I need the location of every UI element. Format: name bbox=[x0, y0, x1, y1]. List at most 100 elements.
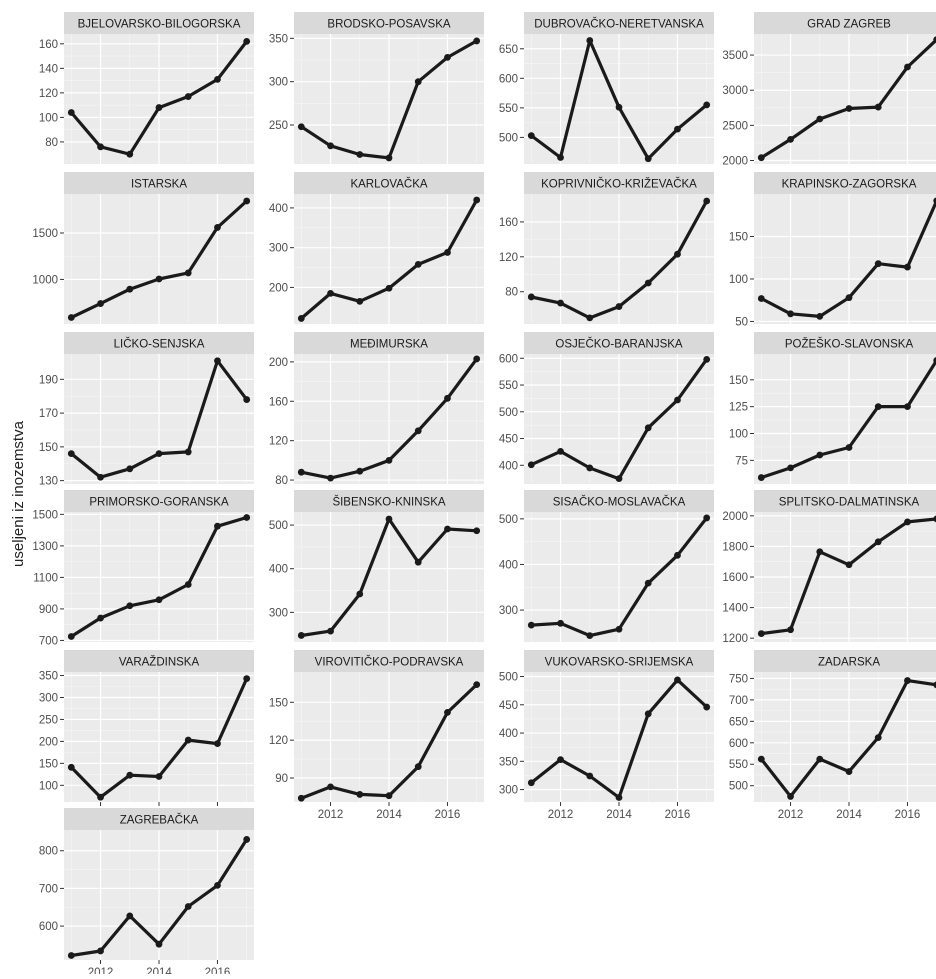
data-point bbox=[97, 614, 104, 622]
y-tick-label: 3500 bbox=[722, 50, 748, 62]
data-point bbox=[214, 740, 221, 747]
y-tick-label: 100 bbox=[729, 274, 748, 286]
y-tick-label: 1800 bbox=[722, 541, 748, 553]
data-point bbox=[874, 260, 882, 268]
y-tick-label: 600 bbox=[499, 73, 518, 85]
panel-medimurska: MEĐIMURSKA 80 120 160 200 bbox=[269, 332, 484, 487]
data-point bbox=[473, 681, 481, 689]
y-tick-label: 90 bbox=[275, 773, 288, 785]
y-tick-label: 450 bbox=[499, 700, 518, 712]
data-point bbox=[67, 952, 75, 959]
y-tick-label: 140 bbox=[39, 63, 58, 75]
data-point bbox=[243, 514, 251, 521]
data-point bbox=[703, 355, 711, 363]
data-point bbox=[703, 101, 711, 109]
data-point bbox=[757, 295, 765, 302]
panel-primorsko-goranska: PRIMORSKO-GORANSKA 700 900 1100 1300 1500 bbox=[32, 490, 254, 647]
x-tick-label: 2014 bbox=[376, 809, 402, 821]
y-tick-label: 500 bbox=[499, 672, 518, 684]
y-tick-label: 250 bbox=[269, 120, 288, 132]
panel-strip bbox=[294, 650, 484, 672]
data-point bbox=[126, 602, 134, 610]
y-tick-label: 200 bbox=[269, 282, 288, 294]
data-point bbox=[385, 456, 393, 464]
data-point bbox=[586, 314, 594, 322]
panel-strip bbox=[524, 332, 714, 354]
data-point bbox=[644, 155, 652, 163]
data-point bbox=[327, 783, 334, 791]
data-point bbox=[97, 300, 104, 307]
y-tick-label: 750 bbox=[729, 673, 748, 685]
data-point bbox=[184, 903, 192, 910]
panel-strip bbox=[754, 650, 936, 672]
y-tick-label: 120 bbox=[499, 252, 518, 264]
y-tick-label: 350 bbox=[269, 33, 288, 45]
data-point bbox=[644, 710, 652, 718]
y-tick-label: 400 bbox=[499, 559, 518, 571]
panel-strip bbox=[64, 12, 254, 34]
data-point bbox=[557, 154, 564, 161]
y-tick-label: 80 bbox=[45, 137, 58, 149]
y-tick-label: 700 bbox=[729, 695, 748, 707]
data-point bbox=[933, 197, 936, 205]
data-point bbox=[787, 310, 794, 318]
y-tick-label: 550 bbox=[499, 103, 518, 115]
data-point bbox=[126, 150, 134, 158]
data-point bbox=[816, 312, 824, 320]
data-point bbox=[184, 581, 192, 588]
y-tick-label: 75 bbox=[735, 455, 748, 467]
panel-strip bbox=[64, 650, 254, 672]
y-tick-label: 100 bbox=[39, 112, 58, 124]
y-tick-label: 2500 bbox=[722, 120, 748, 132]
data-point bbox=[356, 467, 364, 475]
data-point bbox=[243, 197, 251, 205]
data-point bbox=[243, 675, 251, 682]
panel-strip bbox=[64, 332, 254, 354]
data-point bbox=[674, 676, 681, 684]
panel-title: ZAGREBAČKA bbox=[120, 814, 199, 827]
y-tick-label: 2000 bbox=[722, 511, 748, 523]
data-point bbox=[444, 394, 451, 402]
y-tick-label: 800 bbox=[39, 846, 58, 858]
data-point bbox=[557, 756, 564, 764]
panel-title: ŠIBENSKO-KNINSKA bbox=[332, 496, 445, 509]
panel-title: VUKOVARSKO-SRIJEMSKA bbox=[545, 657, 694, 669]
y-tick-label: 450 bbox=[499, 434, 518, 446]
panel-title: GRAD ZAGREB bbox=[807, 19, 891, 31]
y-tick-label: 700 bbox=[39, 883, 58, 895]
x-tick-label: 2012 bbox=[778, 809, 804, 821]
data-point bbox=[356, 297, 364, 305]
data-point bbox=[816, 115, 824, 123]
data-point bbox=[327, 474, 334, 482]
data-point bbox=[933, 357, 936, 364]
panel-strip bbox=[524, 490, 714, 512]
x-tick-label: 2012 bbox=[318, 809, 344, 821]
data-point bbox=[527, 461, 535, 469]
data-point bbox=[527, 621, 535, 629]
panel-title: MEĐIMURSKA bbox=[350, 339, 428, 351]
y-tick-label: 3000 bbox=[722, 85, 748, 97]
data-point bbox=[703, 703, 711, 711]
panel-zagrebacka: ZAGREBAČKA 600 700 800 2012 2014 2016 bbox=[39, 808, 254, 979]
data-point bbox=[243, 37, 251, 45]
y-tick-label: 300 bbox=[269, 243, 288, 255]
data-point bbox=[757, 154, 765, 162]
y-tick-label: 1300 bbox=[32, 541, 58, 553]
data-point bbox=[527, 293, 535, 301]
data-point bbox=[155, 773, 163, 780]
data-point bbox=[757, 474, 765, 481]
panel-istarska: ISTARSKA 1000 1500 bbox=[32, 172, 254, 324]
data-point bbox=[816, 451, 824, 459]
panel-title: PRIMORSKO-GORANSKA bbox=[89, 497, 229, 509]
panel-title: KRAPINSKO-ZAGORSKA bbox=[782, 179, 917, 191]
data-point bbox=[67, 314, 75, 321]
y-tick-label: 900 bbox=[39, 604, 58, 616]
panel-title: BJELOVARSKO-BILOGORSKA bbox=[78, 19, 241, 31]
y-tick-label: 1100 bbox=[33, 572, 58, 584]
data-point bbox=[933, 36, 936, 43]
data-point bbox=[904, 677, 911, 684]
x-tick-label: 2012 bbox=[88, 967, 114, 974]
y-tick-label: 350 bbox=[499, 756, 518, 768]
data-point bbox=[904, 518, 911, 526]
